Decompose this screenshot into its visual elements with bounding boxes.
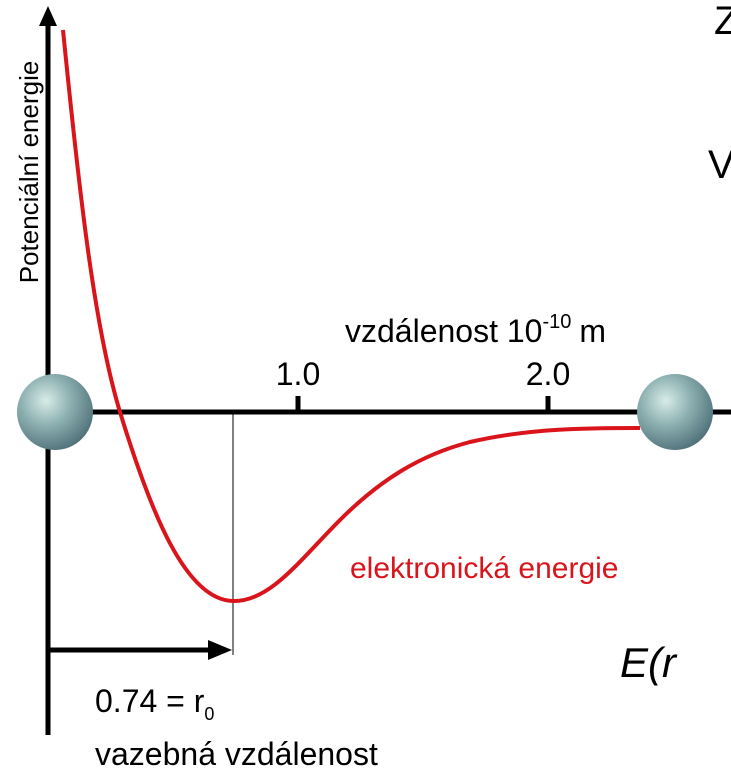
bond-value-text: 0.74 = r bbox=[95, 683, 205, 719]
formula-symbol: E bbox=[620, 639, 649, 686]
x-axis-label-unit: m bbox=[579, 313, 606, 349]
bond-value: 0.74 = r0 bbox=[95, 683, 214, 724]
cut-text: V bbox=[708, 143, 731, 187]
x-axis-label: vzdálenost 10-10 m bbox=[345, 311, 606, 349]
bond-label: vazebná vzdálenost bbox=[95, 736, 378, 772]
atom bbox=[17, 374, 93, 450]
energy-curve bbox=[61, 29, 641, 604]
formula-argument: (r bbox=[648, 639, 678, 686]
atom bbox=[637, 374, 713, 450]
x-axis-label-text: vzdálenost 10 bbox=[345, 313, 542, 349]
y-axis-arrow bbox=[39, 6, 57, 26]
tick-label: 1.0 bbox=[276, 356, 320, 392]
formula: E(r bbox=[620, 639, 678, 686]
y-axis-label: Potenciální energie bbox=[14, 61, 44, 284]
r0-arrowhead bbox=[208, 640, 232, 660]
x-axis-label-exponent: -10 bbox=[542, 311, 571, 333]
tick-label: 2.0 bbox=[526, 356, 570, 392]
cut-text: Z bbox=[714, 0, 731, 43]
bond-subscript: 0 bbox=[204, 704, 214, 724]
curve-label: elektronická energie bbox=[350, 552, 619, 585]
